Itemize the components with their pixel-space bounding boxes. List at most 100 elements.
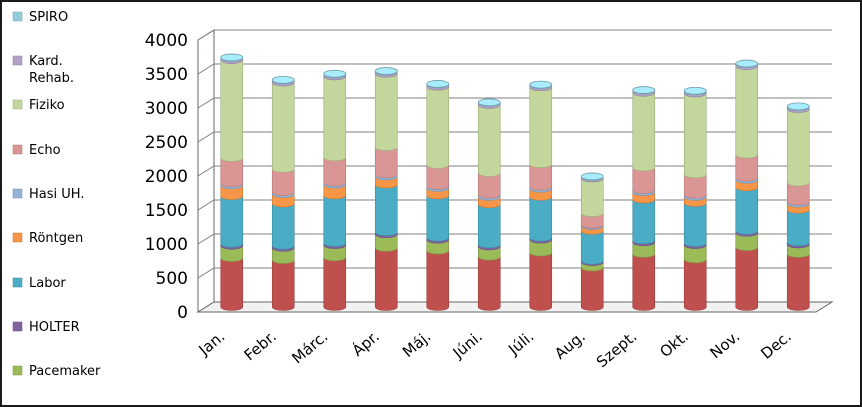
legend-swatch <box>12 277 23 288</box>
bar-segment <box>786 253 810 311</box>
legend-label: SPIRO <box>29 10 68 25</box>
bar-cap <box>323 69 347 78</box>
bar-segment <box>529 196 553 242</box>
x-tick-label: Júni. <box>449 327 486 362</box>
bar-segment <box>220 257 244 311</box>
bar-segment <box>323 195 347 247</box>
bar-segment <box>323 184 347 200</box>
legend-swatch <box>12 55 23 66</box>
legend-item: Labor <box>12 276 66 291</box>
x-tick-label: Ápr. <box>348 327 383 360</box>
bar-segment <box>220 157 244 188</box>
bar-segment <box>477 104 501 177</box>
y-tick-label: 2500 <box>145 133 188 153</box>
y-axis: 0 500 1000 1500 2000 2500 3000 3500 4000 <box>145 31 188 323</box>
legend-swatch <box>12 144 23 155</box>
bar-segment <box>580 267 604 311</box>
bar-segment <box>735 246 759 311</box>
bar-segment <box>632 253 656 311</box>
bar-segment <box>683 93 707 179</box>
bar-segment <box>632 167 656 194</box>
legend-item: Fiziko <box>12 98 65 113</box>
bar-segment <box>580 178 604 217</box>
bar-stack-8 <box>632 86 656 311</box>
x-tick-label: Nov. <box>707 327 744 362</box>
bar-segment <box>271 203 295 250</box>
y-tick-label: 0 <box>177 303 188 323</box>
bar-cap <box>374 67 398 75</box>
legend-label: Pacemaker <box>29 364 101 379</box>
bar-stack-7 <box>580 172 604 311</box>
bar-segment <box>683 244 707 264</box>
bar-segment <box>477 256 501 311</box>
y-tick-label: 2000 <box>145 167 188 187</box>
bar-segment <box>426 239 450 255</box>
bar-segment <box>735 65 759 159</box>
bar-segment <box>426 164 450 190</box>
bar-segment <box>529 239 553 257</box>
bar-segment <box>323 76 347 162</box>
bars <box>220 53 810 311</box>
bar-segment <box>220 184 244 200</box>
bar-segment <box>426 250 450 311</box>
bar-stack-6 <box>529 80 553 311</box>
x-axis: Jan. Febr. Márc. Ápr. Máj. Júni. Júli. Aug. Szep… <box>195 327 795 372</box>
legend-swatch <box>12 11 23 22</box>
bar-stack-11 <box>786 102 810 311</box>
y-tick-label: 4000 <box>145 31 188 51</box>
legend-label: Röntgen <box>29 231 83 246</box>
bar-stack-9 <box>683 86 707 311</box>
bar-segment <box>735 187 759 235</box>
y-tick-label: 3500 <box>145 65 188 85</box>
bar-segment <box>683 202 707 247</box>
bar-segment <box>735 232 759 251</box>
bar-stack-4 <box>426 80 450 311</box>
gridline <box>197 63 832 75</box>
legend-item: HOLTER <box>12 320 80 335</box>
bar-segment <box>374 233 398 252</box>
bar-segment <box>374 247 398 311</box>
bar-segment <box>735 154 759 182</box>
legend-swatch <box>12 365 23 376</box>
gridline <box>197 131 832 143</box>
bar-segment <box>786 182 810 206</box>
x-tick-label: Máj. <box>399 327 434 361</box>
bar-cap <box>271 75 295 84</box>
bar-cap <box>220 53 244 62</box>
gridline <box>197 165 832 177</box>
gridline <box>197 233 832 245</box>
x-tick-label: Dec. <box>757 327 794 363</box>
bar-segment <box>426 195 450 242</box>
legend-label: Kard. <box>29 54 63 69</box>
bar-segment <box>683 174 707 199</box>
bar-cap <box>477 98 501 107</box>
x-tick-label: Okt. <box>656 327 691 361</box>
bar-segment <box>271 259 295 311</box>
legend-item: Kard. Rehab. <box>12 54 74 86</box>
bar-stack-5 <box>477 98 501 311</box>
x-tick-label: Febr. <box>241 327 280 364</box>
bar-segment <box>426 86 450 169</box>
bar-cap <box>683 86 707 95</box>
gridline <box>197 267 832 279</box>
gridline <box>197 199 832 211</box>
bar-segment <box>786 209 810 247</box>
y-tick-label: 1000 <box>145 235 188 255</box>
bar-segment <box>271 247 295 264</box>
bar-segment <box>580 212 604 229</box>
legend-item: Röntgen <box>12 231 83 246</box>
bar-segment <box>477 246 501 261</box>
legend-swatch <box>12 321 23 332</box>
x-tick-label: Júli. <box>504 327 537 359</box>
x-tick-label: Aug. <box>551 327 589 363</box>
gridline <box>197 97 832 109</box>
bar-segment <box>580 230 604 265</box>
legend-swatch <box>12 99 23 110</box>
gridlines <box>197 29 832 312</box>
y-tick-label: 500 <box>156 269 188 289</box>
legend-item: Hasi UH. <box>12 187 84 202</box>
bar-cap <box>426 80 450 88</box>
bar-segment <box>374 146 398 179</box>
bar-stack-1 <box>271 75 295 311</box>
bar-segment <box>323 157 347 187</box>
